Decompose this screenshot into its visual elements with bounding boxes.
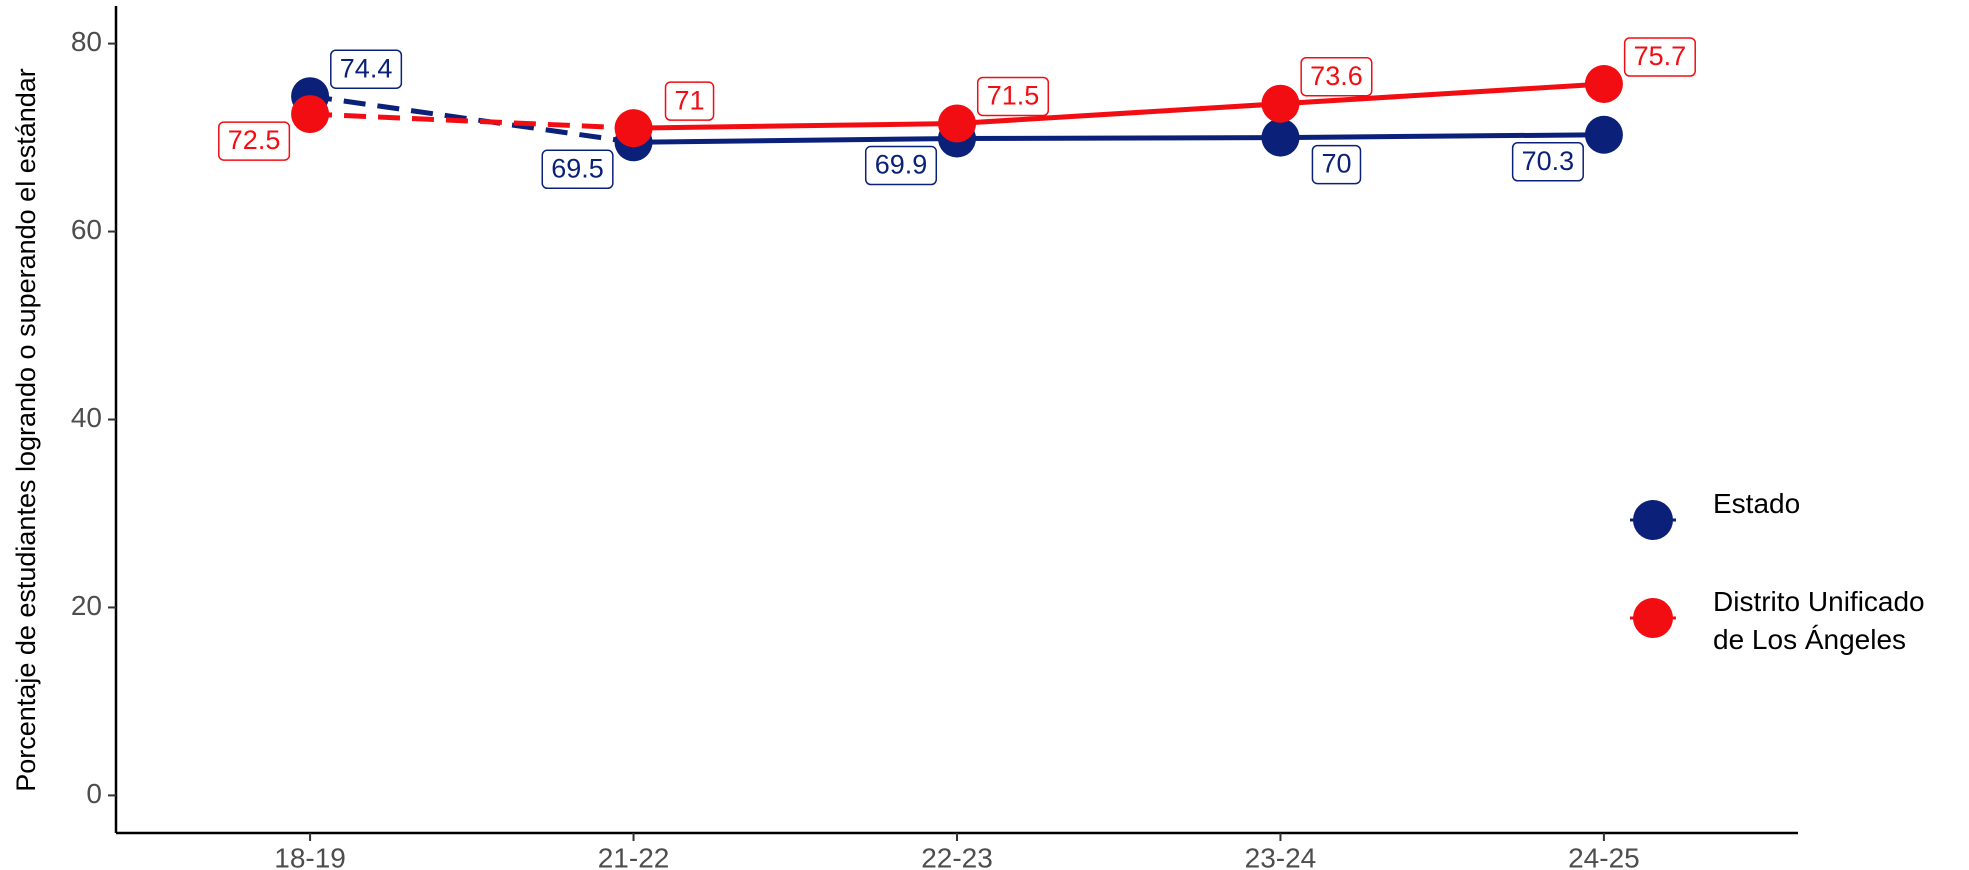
data-label: 70.3 (1511, 141, 1584, 182)
point (1584, 65, 1623, 104)
lines (309, 81, 1605, 145)
data-label-box (330, 49, 403, 89)
legend-marker (1633, 500, 1673, 540)
line-segment (1280, 81, 1605, 107)
y-tick-label: 80 (71, 26, 102, 57)
data-label: 71.5 (976, 76, 1050, 117)
data-label-text: 72.5 (228, 125, 281, 155)
line-segment (309, 111, 634, 131)
data-label-text: 71.5 (987, 81, 1040, 111)
point (614, 109, 653, 148)
line-segment (956, 101, 1281, 126)
data-label: 69.9 (864, 145, 938, 186)
data-label-box (218, 121, 291, 161)
line-segment (309, 93, 634, 145)
data-label-text: 71 (675, 85, 705, 115)
data-label-text: 70 (1321, 149, 1351, 179)
line-segment (1280, 132, 1604, 141)
y-tick-label: 20 (71, 590, 102, 621)
data-label-box (1511, 141, 1584, 182)
y-tick-label: 40 (71, 402, 102, 433)
point (1261, 118, 1300, 157)
x-tick-label: 22-23 (921, 842, 993, 870)
point (1584, 115, 1623, 154)
data-label: 73.6 (1300, 56, 1373, 97)
legend-marker (1633, 598, 1673, 638)
line-segment (633, 120, 958, 131)
data-label-text: 75.7 (1634, 41, 1687, 71)
data-label-box (1311, 144, 1362, 185)
data-label: 72.5 (218, 121, 291, 161)
data-label-box (541, 149, 614, 190)
points (291, 65, 1623, 162)
x-tick-label: 18-19 (274, 842, 346, 870)
line-segment (633, 136, 958, 145)
legend-label: Distrito Unificado de Los Ángeles (1713, 586, 1925, 655)
data-label: 74.4 (330, 49, 403, 89)
labels: 74.4 69.5 69.9 70 70.3 72.5 71 71.5 73.6 75.7 (218, 37, 1696, 190)
data-label: 70 (1311, 144, 1362, 185)
x-tick-label: 24-25 (1568, 842, 1640, 870)
y-axis-title: Porcentaje de estudiantes logrando o sup… (11, 68, 41, 792)
legend-label: Estado (1713, 488, 1801, 519)
data-label-text: 69.9 (875, 150, 928, 180)
data-label-text: 73.6 (1310, 61, 1363, 91)
data-label: 75.7 (1623, 37, 1696, 77)
data-label: 71 (664, 81, 715, 121)
data-label-box (664, 81, 715, 121)
point (291, 95, 330, 134)
x-tick-label: 21-22 (598, 842, 670, 870)
data-label-text: 69.5 (551, 153, 604, 183)
data-label: 69.5 (541, 149, 614, 190)
x-tick-label: 23-24 (1245, 842, 1317, 870)
data-label-box (1300, 56, 1373, 97)
data-label-box (864, 145, 938, 186)
line-segment (956, 135, 1281, 142)
data-label-text: 70.3 (1522, 146, 1575, 176)
point (938, 104, 976, 143)
data-label-box (1623, 37, 1696, 77)
data-label-box (976, 76, 1050, 117)
point (1261, 84, 1300, 123)
data-label-text: 74.4 (340, 53, 393, 83)
y-tick-label: 0 (86, 778, 102, 809)
y-tick-label: 60 (71, 214, 102, 245)
